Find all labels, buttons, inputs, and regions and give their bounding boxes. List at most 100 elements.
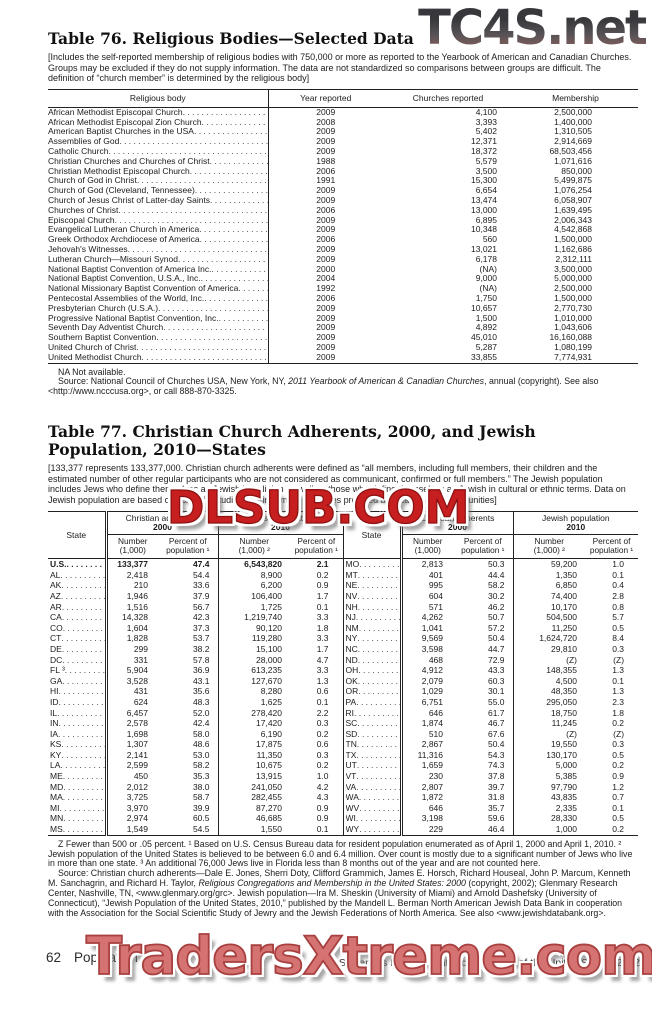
dot-leader <box>357 729 399 740</box>
table77-section: Table 77. Christian Church Adherents, 20… <box>48 423 639 919</box>
dot-leader <box>200 235 268 245</box>
jewish-percent-2010: 0.5 <box>612 749 625 760</box>
jewish-percent-2010: 1.2 <box>612 781 625 792</box>
state-abbrev: PA <box>345 696 357 707</box>
dot-leader <box>211 265 267 275</box>
jewish-percent-2010: 0.9 <box>612 771 625 782</box>
christian-percent-2000: 53.0 <box>158 749 219 761</box>
state-abbrev: GA <box>50 675 63 686</box>
census-credit: U.S. Census Bureau, Statistical Abstract… <box>328 957 640 969</box>
table77-row: ME 450 35.3 13,915 1.0VT 230 37.8 5,385 0.9 <box>48 771 638 782</box>
table77-body: U.S. 133,377 47.4 6,543,820 2.1MO 2,813 50.3 59… <box>48 558 638 836</box>
churches-reported: 5,402 <box>475 126 497 137</box>
jewish-number-2010: 1,624,720 <box>539 633 578 644</box>
year-reported: 2009 <box>316 126 336 137</box>
dot-leader <box>61 633 104 644</box>
jewish-percent-2010: 1.0 <box>612 559 625 570</box>
state-abbrev: TX <box>345 749 357 760</box>
christian-number-2000: 431 <box>133 686 148 697</box>
table76-row: United Methodist Church 2009 33,855 7,774,9… <box>48 352 638 363</box>
table77-row: KY 2,141 53.0 11,350 0.3TX 11,316 54.3 130,170 0… <box>48 749 638 761</box>
jewish-number-2010: 1,725 <box>260 601 282 612</box>
dot-leader <box>61 739 104 750</box>
group-year: 2000 <box>153 522 172 533</box>
year-reported: 2006 <box>316 204 336 215</box>
table76-row: American Baptist Churches in the USA 2009… <box>48 126 638 138</box>
christian-number-2000: 1,041 <box>421 622 444 633</box>
christian-percent-2000: 72.9 <box>453 654 514 666</box>
membership: 68,503,456 <box>549 145 592 156</box>
col-percent-population: Percent of population ¹ <box>585 534 639 560</box>
table77-row: GA 3,528 43.1 127,670 1.3OK 2,079 60.3 4,500 0.1 <box>48 675 638 687</box>
membership: 1,400,000 <box>554 116 592 127</box>
christian-percent-2000: 67.6 <box>453 728 514 740</box>
christian-percent-2000: 60.5 <box>158 813 219 825</box>
dot-leader <box>202 118 268 128</box>
table76-row: Christian Methodist Episcopal Church 2006… <box>48 166 638 177</box>
religious-body-name: Christian Methodist Episcopal Church <box>48 166 190 176</box>
state-abbrev: NV <box>345 590 358 601</box>
year-reported: 2006 <box>316 292 336 303</box>
jewish-percent-2010: 3.3 <box>290 633 344 644</box>
state-abbrev: KS <box>50 739 62 750</box>
state-abbrev: SC <box>345 718 358 729</box>
religious-body-name: Jehovah's Witnesses <box>48 244 128 254</box>
christian-percent-2000: 54.5 <box>158 824 219 836</box>
religious-body-name: Christian Churches and Churches of Chris… <box>48 156 210 166</box>
religious-body-name: Seventh Day Adventist Church <box>48 323 164 333</box>
christian-number-2000: 2,079 <box>421 675 444 686</box>
jewish-percent-2010: 1.3 <box>612 686 625 697</box>
table77-row: IA 1,698 58.0 6,190 0.2SD 510 67.6 (Z) (Z) <box>48 728 638 740</box>
religious-body-name: American Baptist Churches in the USA <box>48 127 194 137</box>
state-abbrev: SD <box>345 728 358 739</box>
dot-leader <box>60 760 104 771</box>
state-abbrev: IL <box>50 707 58 718</box>
christian-number-2000: 4,262 <box>421 612 444 623</box>
jewish-percent-2010: 1.8 <box>290 622 344 634</box>
christian-number-2000: 14,328 <box>122 612 148 623</box>
dot-leader <box>356 697 399 708</box>
jewish-number-2010: 282,455 <box>251 792 282 803</box>
jewish-percent-2010: 3.3 <box>290 612 344 623</box>
year-reported: 2000 <box>316 263 336 274</box>
page-content: Table 76. Religious Bodies—Selected Data… <box>48 29 639 919</box>
source-title-italic: Religious Congregations and Membership i… <box>198 878 466 889</box>
churches-reported: 15,300 <box>471 175 497 186</box>
christian-number-2000: 1,872 <box>421 792 444 803</box>
jewish-number-2010: 11,250 <box>551 622 578 633</box>
table77-footnote: Z Fewer than 500 or .05 percent. ¹ Based… <box>48 838 633 869</box>
christian-percent-2000: 38.0 <box>158 781 219 793</box>
source-title-italic: 2011 Yearbook of American & Canadian Chu… <box>288 376 485 387</box>
jewish-number-2010: 11,350 <box>256 749 282 760</box>
table76-row: Catholic Church 2009 18,372 68,503,456 <box>48 145 638 157</box>
dot-leader <box>59 686 105 697</box>
table76-row: African Methodist Episcopal Church 2009 4,… <box>48 107 638 118</box>
year-reported: 2009 <box>316 194 336 205</box>
dot-leader <box>67 559 105 570</box>
table76-row: Episcopal Church 2009 6,895 2,006,343 <box>48 215 638 226</box>
jewish-number-2010: 295,050 <box>546 696 578 707</box>
state-abbrev: DC <box>50 654 63 665</box>
dot-leader <box>354 708 400 719</box>
table77-row: KS 1,307 48.6 17,875 0.6TN 2,867 50.4 19,550 0.3 <box>48 739 638 750</box>
religious-body-name: Lutheran Church—Missouri Synod <box>48 254 178 264</box>
jewish-number-2010: (Z) <box>566 654 578 665</box>
christian-number-2000: 2,867 <box>421 739 444 750</box>
dot-leader <box>359 803 399 814</box>
dot-leader <box>357 760 400 771</box>
jewish-number-2010: 5,000 <box>555 760 578 771</box>
table77-row: ID 624 48.3 1,625 0.1PA 6,751 55.0 295,050 2.3 <box>48 696 638 708</box>
table76-title: Table 76. Religious Bodies—Selected Data <box>48 29 414 48</box>
table76-row: Greek Orthodox Archdiocese of America 200… <box>48 234 638 245</box>
churches-reported: 10,657 <box>471 302 497 313</box>
jewish-number-2010: 28,000 <box>256 654 282 665</box>
dot-leader <box>158 304 267 314</box>
table77-row: IL 6,457 52.0 278,420 2.2RI 646 61.7 18,750 1.8 <box>48 707 638 719</box>
dot-leader <box>137 176 268 186</box>
christian-percent-2000: 53.7 <box>158 633 219 644</box>
table77-row: CA 14,328 42.3 1,219,740 3.3NJ 4,262 50.7 504,5… <box>48 612 638 623</box>
state-abbrev: MN <box>50 813 64 824</box>
table77-row: U.S. 133,377 47.4 6,543,820 2.1MO 2,813 50.3 59… <box>48 558 638 570</box>
table77-row: AZ 1,946 37.9 106,400 1.7NV 604 30.2 74,400 2.8 <box>48 590 638 602</box>
jewish-number-2010: 130,170 <box>546 749 578 760</box>
